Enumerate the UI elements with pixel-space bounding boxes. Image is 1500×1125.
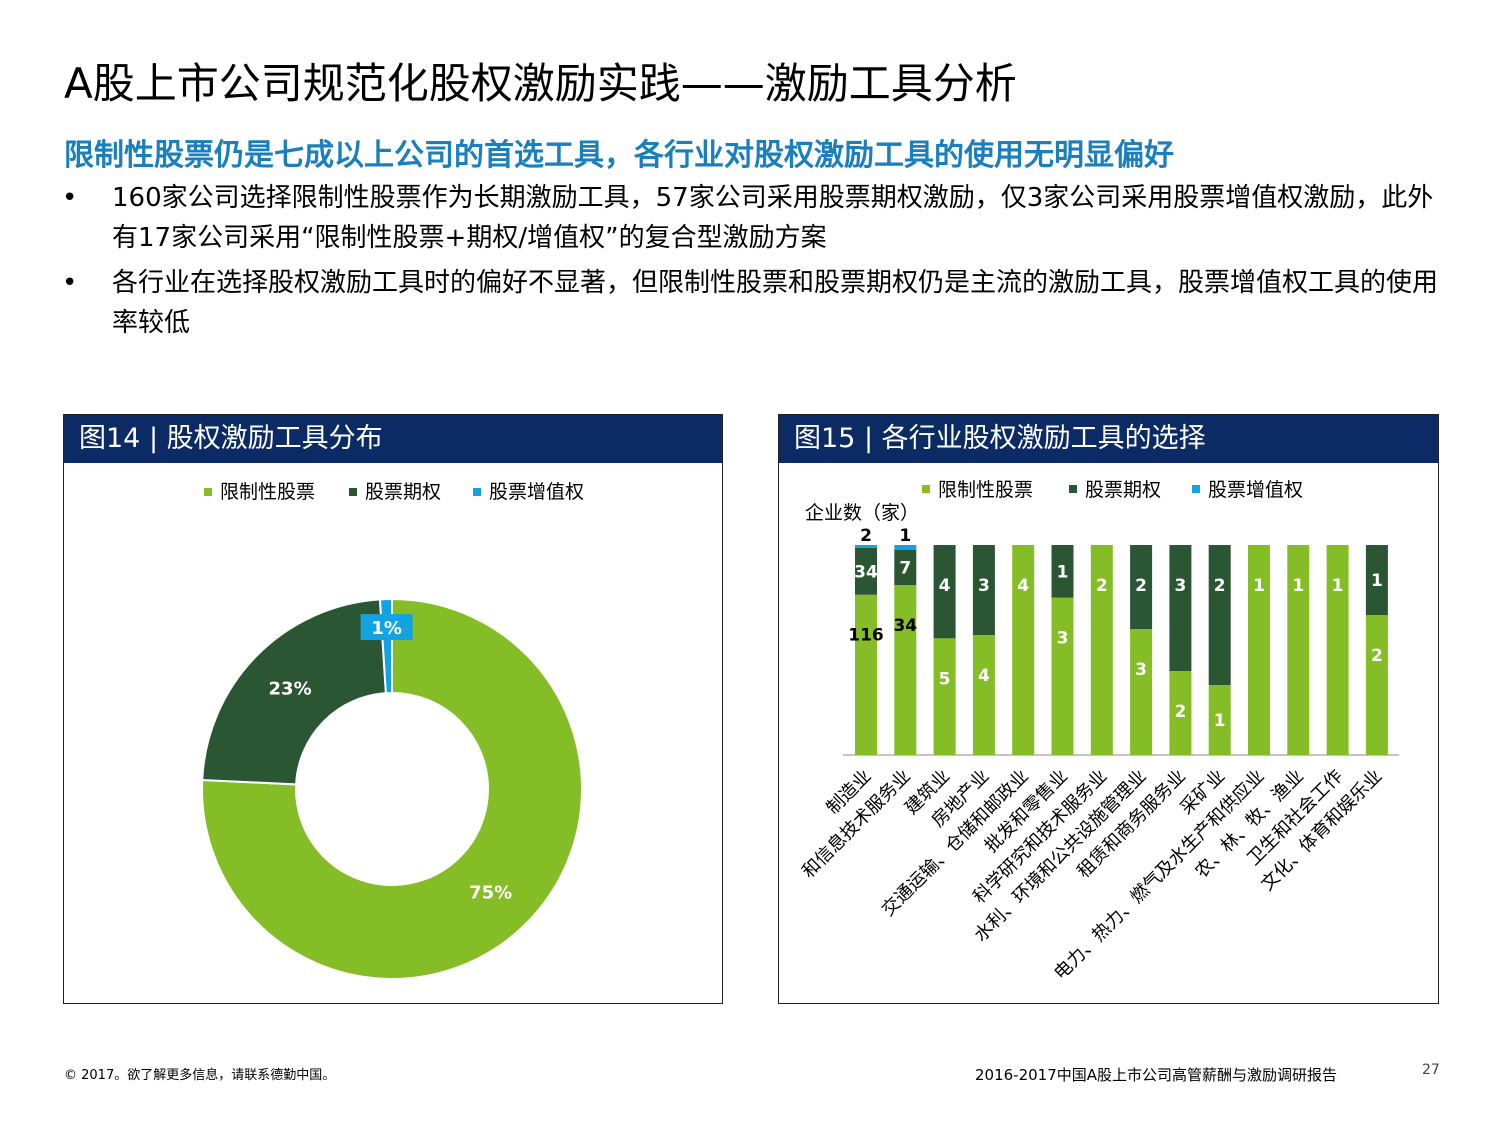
donut-slice xyxy=(201,598,387,786)
bullet-text: 160家公司选择限制性股票作为长期激励工具，57家公司采用股票期权激励，仅3家公… xyxy=(112,183,1434,253)
legend-swatch xyxy=(349,488,357,496)
chart-panel-tool-distribution: 图14 | 股权激励工具分布 限制性股票 股票期权 股票增值权 75% 23% 1% xyxy=(63,414,723,1004)
data-label: 1 xyxy=(1253,576,1265,596)
bullet-text: 各行业在选择股权激励工具时的偏好不显著，但限制性股票和股票期权仍是主流的激励工具… xyxy=(112,268,1439,338)
data-label: 1 xyxy=(1057,562,1069,582)
data-label: 34 xyxy=(893,616,917,636)
page-subtitle: 限制性股票仍是七成以上公司的首选工具，各行业对股权激励工具的使用无明显偏好 xyxy=(64,138,1174,173)
data-label: 23% xyxy=(269,679,312,700)
data-label: 7 xyxy=(899,559,911,579)
donut-slice xyxy=(201,597,583,980)
bar-segment xyxy=(972,635,995,755)
legend-swatch xyxy=(204,488,212,496)
legend-label: 限制性股票 xyxy=(220,481,315,503)
bar-segment xyxy=(894,585,917,755)
data-label: 3 xyxy=(1135,660,1147,680)
bar-segment xyxy=(1130,545,1153,629)
page-title: A股上市公司规范化股权激励实践——激励工具分析 xyxy=(64,59,1017,108)
data-label: 1% xyxy=(371,618,402,639)
bar-segment xyxy=(933,638,956,755)
footer-report-title: 2016-2017中国A股上市公司高管薪酬与激励调研报告 xyxy=(975,1066,1338,1084)
bar-segment xyxy=(894,550,917,585)
bar-segment xyxy=(972,545,995,635)
donut-chart: 限制性股票 股票期权 股票增值权 75% 23% 1% xyxy=(201,481,584,980)
legend-swatch xyxy=(1192,485,1200,493)
data-label: 2 xyxy=(1214,576,1226,596)
bar-segment xyxy=(1365,615,1388,755)
data-label: 116 xyxy=(848,626,884,646)
bullet-marker: • xyxy=(62,268,78,298)
legend-label: 限制性股票 xyxy=(938,479,1033,501)
bullet-item: • 160家公司选择限制性股票作为长期激励工具，57家公司采用股票期权激励，仅3… xyxy=(62,178,1442,258)
data-label: 3 xyxy=(1057,629,1069,649)
data-label-bg xyxy=(360,614,413,641)
bar-segment xyxy=(933,545,956,639)
bar-segment xyxy=(1169,671,1192,755)
bar-segment xyxy=(1365,545,1388,615)
y-axis-label: 企业数（家） xyxy=(805,502,919,524)
data-label: 3 xyxy=(978,576,990,596)
data-label: 34 xyxy=(854,562,878,582)
chart-title: 图14 | 股权激励工具分布 xyxy=(64,415,722,463)
legend-label: 股票增值权 xyxy=(1208,479,1303,501)
bullet-list: • 160家公司选择限制性股票作为长期激励工具，57家公司采用股票期权激励，仅3… xyxy=(62,178,1442,348)
legend-label: 股票期权 xyxy=(1085,479,1161,501)
data-label: 1 xyxy=(1214,711,1226,731)
stacked-bar-chart: 限制性股票 股票期权 股票增值权企业数（家）116342制造业3471和信息技术服务… xyxy=(798,479,1399,984)
data-label: 5 xyxy=(939,669,951,689)
data-label: 2 xyxy=(1174,702,1186,722)
chart-title: 图15 | 各行业股权激励工具的选择 xyxy=(779,415,1438,463)
bullet-item: • 各行业在选择股权激励工具时的偏好不显著，但限制性股票和股票期权仍是主流的激励… xyxy=(62,263,1442,343)
bar-segment xyxy=(1169,545,1192,671)
bar-segment xyxy=(1051,597,1074,755)
legend-swatch xyxy=(922,485,930,493)
bar-segment xyxy=(1208,545,1231,685)
bar-segment xyxy=(1051,545,1074,598)
chart-panel-industry-choice: 图15 | 各行业股权激励工具的选择 限制性股票 股票期权 股票增值权 企业数（家） 1… xyxy=(778,414,1439,1004)
data-label: 1 xyxy=(1332,576,1344,596)
data-label: 2 xyxy=(1371,646,1383,666)
data-label: 75% xyxy=(469,882,512,903)
bar-segment xyxy=(894,545,917,550)
data-label: 4 xyxy=(939,576,951,596)
bar-segment xyxy=(1130,629,1153,755)
legend-label: 股票增值权 xyxy=(489,481,584,503)
legend-swatch xyxy=(473,488,481,496)
data-label: 2 xyxy=(1096,576,1108,596)
data-label: 2 xyxy=(1135,576,1147,596)
bar-segment xyxy=(1208,685,1231,755)
bar-segment xyxy=(855,594,877,755)
bar-segment xyxy=(1326,545,1349,755)
data-label: 1 xyxy=(899,526,911,546)
bar-segment xyxy=(855,547,877,595)
page-number: 27 xyxy=(1422,1062,1440,1078)
data-label: 4 xyxy=(978,666,990,686)
bar-segment xyxy=(1090,545,1113,755)
data-label: 1 xyxy=(1292,576,1304,596)
data-label: 1 xyxy=(1371,571,1383,591)
bar-segment xyxy=(1012,545,1035,755)
data-label: 4 xyxy=(1017,576,1029,596)
legend-label: 股票期权 xyxy=(365,481,441,503)
footer-copyright: © 2017。欲了解更多信息，请联系德勤中国。 xyxy=(64,1068,336,1083)
bar-segment xyxy=(1287,545,1310,755)
data-label: 2 xyxy=(860,526,872,546)
bar-segment xyxy=(855,545,877,548)
data-label: 3 xyxy=(1174,576,1186,596)
bullet-marker: • xyxy=(62,183,78,213)
legend-swatch xyxy=(1069,485,1077,493)
bar-segment xyxy=(1248,545,1270,755)
